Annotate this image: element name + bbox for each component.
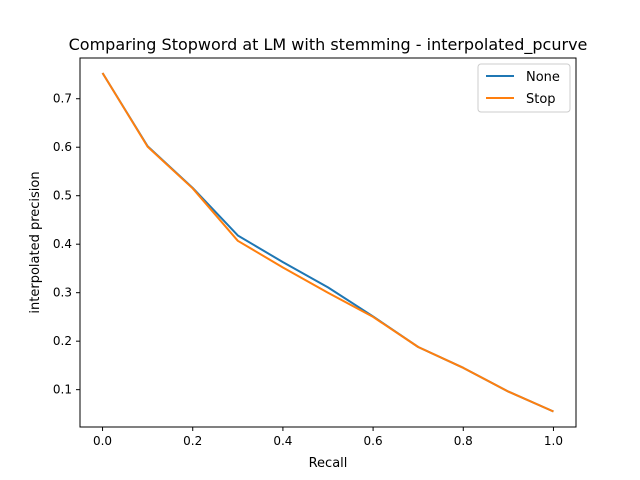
- x-tick-label: 0.8: [454, 434, 473, 448]
- y-tick-label: 0.5: [53, 189, 72, 203]
- y-tick-label: 0.6: [53, 140, 72, 154]
- chart-title: Comparing Stopword at LM with stemming -…: [69, 35, 588, 55]
- legend: None Stop: [477, 63, 571, 113]
- y-tick-label: 0.4: [53, 237, 72, 251]
- y-axis-label: interpolated precision: [28, 171, 43, 313]
- x-tick-label: 0.6: [364, 434, 383, 448]
- plot-series-group: [101, 72, 554, 413]
- y-tick-label: 0.3: [53, 286, 72, 300]
- y-tick-label: 0.7: [53, 92, 72, 106]
- x-tick-label: 0.0: [93, 434, 112, 448]
- legend-label-none: None: [526, 70, 560, 85]
- series-line-stop: [101, 72, 554, 413]
- y-tick-label: 0.2: [53, 334, 72, 348]
- y-axis-ticks: 0.1 0.2 0.3 0.4 0.5 0.6 0.7: [53, 92, 80, 397]
- y-tick-label: 0.1: [53, 383, 72, 397]
- x-axis-ticks: 0.0 0.2 0.4 0.6 0.8 1.0: [93, 427, 563, 448]
- plot-frame: [79, 57, 577, 428]
- x-tick-label: 1.0: [544, 434, 563, 448]
- x-tick-label: 0.4: [273, 434, 292, 448]
- x-axis-label: Recall: [309, 456, 348, 471]
- legend-label-stop: Stop: [526, 92, 556, 107]
- x-tick-label: 0.2: [183, 434, 202, 448]
